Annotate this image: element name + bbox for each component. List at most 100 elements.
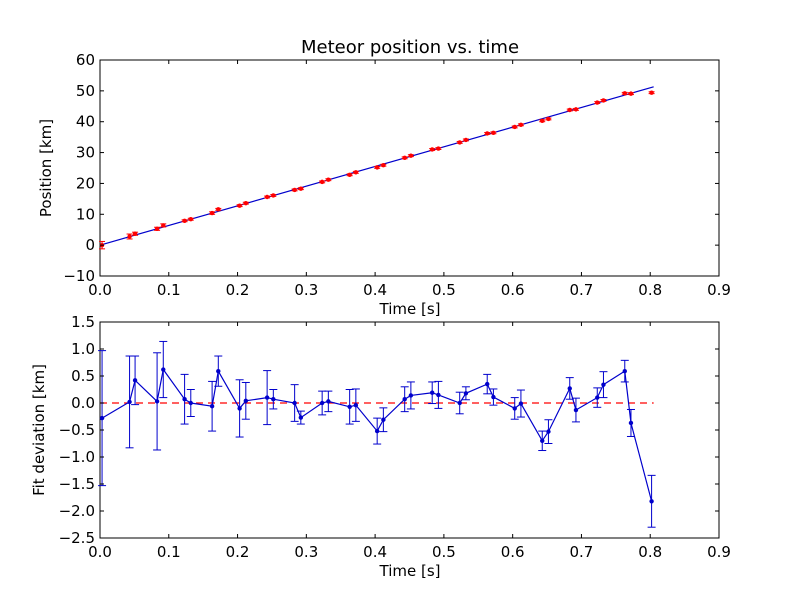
deviation-chart-x-tick-label: 0.2: [226, 543, 250, 561]
deviation-chart-y-tick-label: 1.5: [71, 313, 95, 331]
position-point: [154, 226, 160, 231]
position-point: [595, 100, 600, 105]
position-point: [188, 217, 193, 222]
deviation-point: [161, 367, 166, 372]
position-point: [132, 231, 138, 236]
position-point: [436, 146, 441, 151]
deviation-point: [540, 438, 545, 443]
position-point: [127, 234, 132, 239]
deviation-chart-plot-area: [99, 321, 720, 539]
deviation-point: [601, 382, 606, 387]
deviation-chart-y-label: Fit deviation [km]: [30, 364, 48, 496]
deviation-point: [546, 429, 551, 434]
position-chart-x-tick-label: 0.4: [363, 281, 387, 299]
position-chart-y-tick-label: 30: [76, 144, 95, 162]
position-chart-y-tick-label: 60: [76, 51, 95, 69]
position-chart-y-tick-label: −10: [63, 267, 95, 285]
position-chart-x-label: Time [s]: [379, 300, 441, 318]
deviation-point: [463, 391, 469, 396]
deviation-point: [518, 401, 524, 406]
deviation-point: [628, 420, 634, 426]
deviation-chart-x-tick-label: 0.9: [707, 543, 731, 561]
deviation-point: [374, 428, 380, 434]
position-chart-y-tick-label: 40: [76, 113, 95, 131]
deviation-point: [595, 395, 600, 400]
position-point: [628, 91, 634, 96]
position-chart-x-tick-label: 0.1: [157, 281, 181, 299]
position-chart-y-tick-label: 20: [76, 174, 95, 192]
position-point: [485, 131, 490, 136]
deviation-point: [154, 399, 160, 404]
position-chart-y-label: Position [km]: [37, 119, 55, 217]
deviation-chart-x-tick-label: 0.1: [157, 543, 181, 561]
position-point: [347, 172, 352, 177]
deviation-chart-y-tick-label: −0.5: [59, 421, 95, 439]
position-chart-y-ticks: −10 0 10 20 30 40 50 60: [63, 51, 719, 285]
deviation-point: [237, 406, 242, 411]
deviation-chart-y-tick-label: 0.0: [71, 394, 95, 412]
deviation-point: [491, 394, 496, 400]
deviation-point: [326, 399, 331, 404]
deviation-point: [99, 415, 105, 421]
position-point: [243, 200, 249, 206]
position-point: [292, 187, 297, 193]
deviation-point: [132, 378, 138, 383]
deviation-chart-y-tick-label: −1.5: [59, 475, 95, 493]
deviation-line: [101, 368, 653, 502]
position-point: [402, 155, 407, 161]
position-point: [374, 165, 380, 170]
position-chart-marks: [99, 86, 655, 250]
deviation-chart-y-tick-label: −2.0: [59, 502, 95, 520]
deviation-chart-x-tick-label: 0.5: [432, 543, 456, 561]
deviation-chart-y-tick-label: −2.5: [59, 529, 95, 547]
position-point: [601, 98, 606, 103]
deviation-chart-x-tick-label: 0.4: [363, 543, 387, 561]
position-point: [512, 124, 517, 130]
deviation-point: [429, 390, 435, 395]
position-point: [319, 179, 325, 185]
deviation-point: [243, 398, 249, 404]
deviation-point: [408, 393, 414, 398]
position-point: [216, 207, 221, 212]
deviation-chart-x-tick-label: 0.0: [88, 543, 112, 561]
position-chart-x-tick-label: 0.3: [294, 281, 318, 299]
position-chart-x-tick-label: 0.2: [226, 281, 250, 299]
position-chart-x-tick-label: 0.8: [638, 281, 662, 299]
position-point: [567, 107, 572, 113]
deviation-chart-y-tick-label: 1.0: [71, 340, 95, 358]
position-chart-title: Meteor position vs. time: [301, 37, 519, 58]
position-point: [209, 210, 215, 216]
deviation-point: [353, 402, 359, 408]
position-chart-y-tick-label: 10: [76, 205, 95, 223]
deviation-point: [622, 368, 627, 374]
deviation-point: [188, 400, 193, 406]
deviation-chart-x-tick-label: 0.8: [638, 543, 662, 561]
deviation-point: [457, 400, 462, 406]
deviation-point: [347, 404, 352, 409]
deviation-point: [573, 407, 579, 413]
position-point: [298, 186, 304, 191]
position-point: [326, 177, 331, 182]
deviation-chart-x-tick-label: 0.7: [570, 543, 594, 561]
deviation-point: [436, 392, 441, 398]
deviation-point: [512, 406, 517, 411]
deviation-point: [216, 368, 221, 374]
position-point: [182, 218, 187, 223]
deviation-point: [271, 397, 276, 402]
deviation-chart-y-tick-label: 0.5: [71, 367, 95, 385]
deviation-chart: 0.0 0.1 0.2 0.3 0.4 0.5 0.6 0.7 0.8 0.9 −2.5−2.0−…: [30, 313, 731, 580]
position-point: [491, 130, 496, 136]
position-point: [408, 153, 414, 158]
position-point: [429, 147, 435, 152]
position-chart-plot-area: [99, 59, 720, 277]
deviation-point: [402, 397, 407, 402]
deviation-point: [381, 417, 386, 422]
deviation-point: [485, 381, 490, 387]
position-point: [518, 122, 524, 128]
position-chart-x-tick-label: 0.5: [432, 281, 456, 299]
deviation-chart-marks: [98, 340, 656, 528]
deviation-chart-x-label: Time [s]: [379, 562, 441, 580]
position-point: [271, 193, 276, 198]
position-point: [546, 116, 551, 122]
